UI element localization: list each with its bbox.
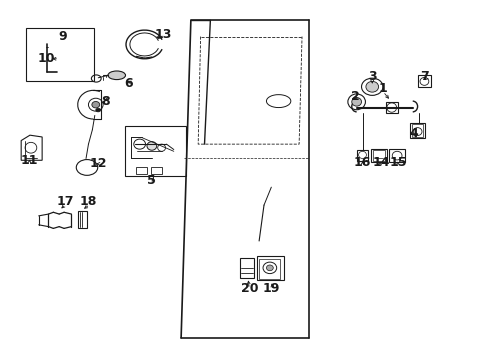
Bar [78,211,86,228]
Bar [26,28,94,81]
Ellipse shape [351,98,361,106]
Text: 19: 19 [262,282,280,295]
Text: 16: 16 [353,156,370,169]
Bar [409,123,424,138]
Ellipse shape [96,108,101,112]
Bar [417,75,430,87]
Text: 1: 1 [378,82,386,95]
Bar [356,149,367,161]
Text: 11: 11 [20,154,38,167]
Ellipse shape [92,102,100,108]
Text: 17: 17 [57,195,74,208]
Text: 12: 12 [89,157,107,170]
Text: 15: 15 [388,156,406,169]
Text: 9: 9 [59,30,67,43]
Text: 7: 7 [420,69,428,82]
Bar [385,102,397,113]
Text: 18: 18 [80,195,97,208]
Ellipse shape [365,81,378,92]
Ellipse shape [108,71,125,80]
Bar [388,149,404,162]
Bar [259,259,279,279]
Text: 6: 6 [124,77,133,90]
Text: 14: 14 [371,156,389,169]
Ellipse shape [147,141,157,150]
Bar [370,149,386,162]
Text: 5: 5 [147,174,156,186]
Bar [256,256,283,280]
Text: 3: 3 [367,69,376,82]
Bar [136,167,147,174]
Text: 13: 13 [154,28,171,41]
Ellipse shape [266,265,273,271]
Bar [125,126,185,176]
Text: 10: 10 [37,51,55,64]
Text: 20: 20 [240,282,258,295]
Text: 4: 4 [409,127,418,140]
Text: 8: 8 [101,95,110,108]
Bar [239,258,254,278]
Text: 2: 2 [350,90,359,103]
Bar [411,124,423,136]
Bar [372,150,385,161]
Bar [151,167,161,174]
